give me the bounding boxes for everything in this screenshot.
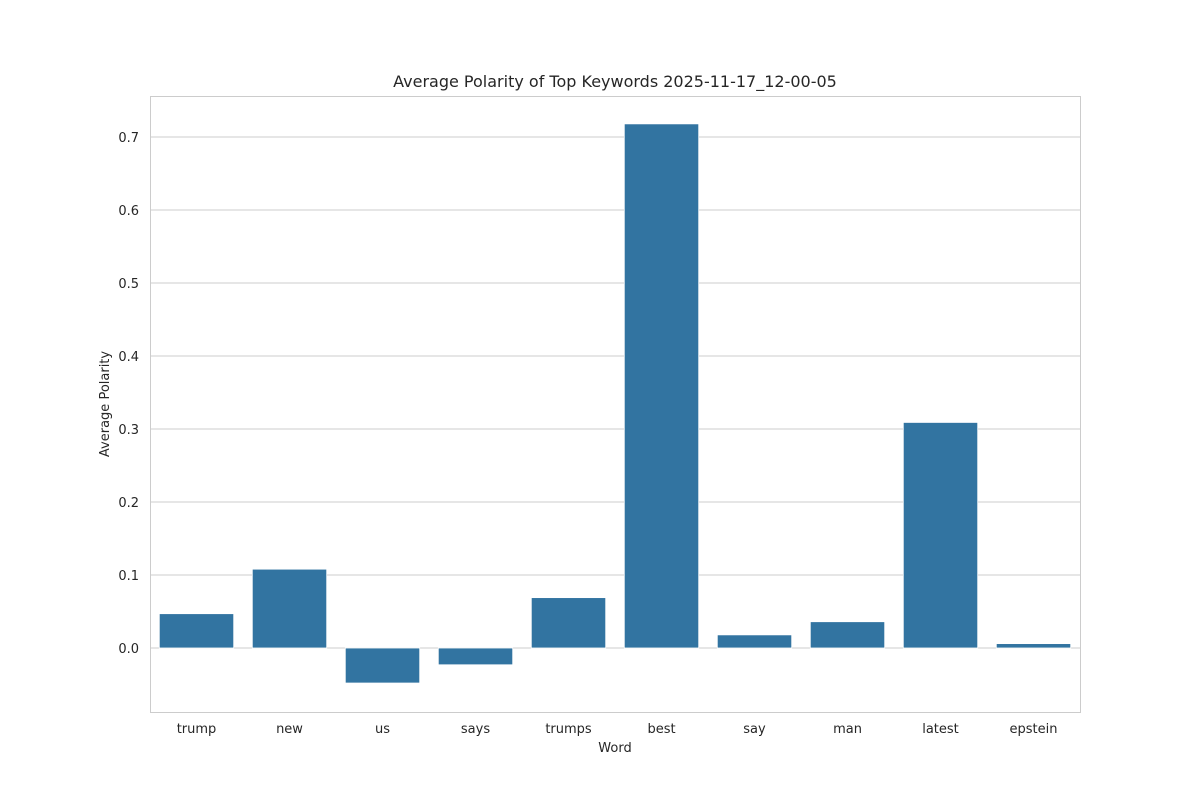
x-tick-label: latest	[922, 722, 959, 737]
bar-trumps	[530, 597, 607, 649]
y-axis-label: Average Polarity	[98, 351, 113, 457]
chart-title: Average Polarity of Top Keywords 2025-11…	[393, 72, 837, 91]
x-tick-label: new	[276, 722, 303, 737]
bar-latest	[902, 422, 979, 649]
x-axis-label: Word	[598, 741, 631, 756]
x-tick-label: man	[833, 722, 862, 737]
y-axis-ticks: 0.0 0.1 0.2 0.3 0.4 0.5 0.6 0.7	[118, 131, 139, 657]
x-tick-label: trumps	[545, 722, 592, 737]
bars	[158, 123, 1072, 684]
y-tick-label: 0.0	[118, 642, 139, 657]
y-tick-label: 0.3	[118, 423, 139, 438]
y-tick-label: 0.6	[118, 204, 139, 219]
x-tick-label: epstein	[1010, 722, 1058, 737]
y-tick-label: 0.5	[118, 277, 139, 292]
x-axis-ticks: trump new us says trumps best say man latest epst…	[177, 722, 1058, 737]
x-tick-label: best	[647, 722, 675, 737]
y-tick-label: 0.4	[118, 350, 139, 365]
plot-frame	[150, 96, 1081, 713]
bar-us	[344, 647, 421, 684]
bar-say	[716, 634, 793, 649]
bar-says	[437, 647, 514, 666]
bar-epstein	[995, 643, 1072, 649]
y-tick-label: 0.1	[118, 569, 139, 584]
bar-man	[809, 621, 886, 649]
bar-trump	[158, 613, 235, 649]
x-tick-label: say	[743, 722, 766, 737]
y-tick-label: 0.7	[118, 131, 139, 146]
x-tick-label: trump	[177, 722, 217, 737]
x-tick-label: us	[375, 722, 390, 737]
x-tick-label: says	[461, 722, 490, 737]
y-tick-label: 0.2	[118, 496, 139, 511]
bar-new	[251, 568, 328, 649]
bar-best	[623, 123, 700, 649]
